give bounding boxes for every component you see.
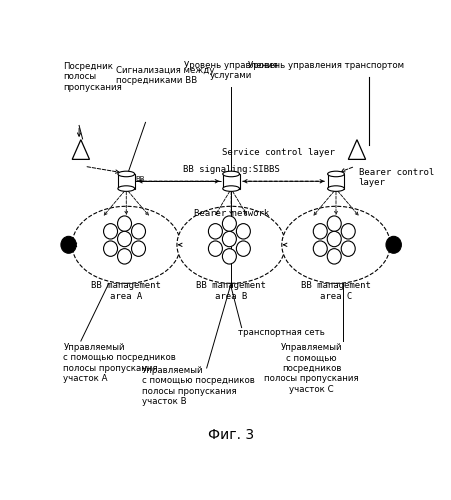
Circle shape [118, 232, 132, 246]
Circle shape [313, 241, 327, 256]
Text: Service control layer: Service control layer [222, 148, 335, 157]
Text: Фиг. 3: Фиг. 3 [208, 428, 254, 442]
Text: Уровень управления транспортом: Уровень управления транспортом [248, 61, 404, 70]
Ellipse shape [327, 171, 345, 176]
Ellipse shape [223, 186, 239, 192]
Circle shape [118, 248, 132, 264]
Ellipse shape [177, 206, 285, 284]
Circle shape [118, 216, 132, 232]
Text: Сигнализация между
посредниками ВВ: Сигнализация между посредниками ВВ [116, 66, 214, 85]
Circle shape [61, 236, 76, 254]
Ellipse shape [118, 186, 135, 192]
Circle shape [222, 248, 236, 264]
Circle shape [327, 248, 341, 264]
Ellipse shape [118, 171, 135, 176]
Circle shape [104, 241, 118, 256]
Circle shape [132, 241, 146, 256]
Ellipse shape [223, 171, 239, 176]
Text: Уровень управления
услугами: Уровень управления услугами [184, 61, 278, 80]
Text: BB: BB [135, 176, 144, 182]
Circle shape [236, 241, 250, 256]
Text: BB management
area C: BB management area C [301, 282, 371, 300]
Circle shape [104, 224, 118, 239]
Bar [223, 174, 239, 188]
Circle shape [327, 216, 341, 232]
Circle shape [208, 241, 222, 256]
Circle shape [386, 236, 401, 254]
Circle shape [327, 232, 341, 246]
Text: BB signaling:SIBBS: BB signaling:SIBBS [183, 165, 280, 174]
Text: Bearer control
layer: Bearer control layer [359, 168, 434, 187]
Ellipse shape [282, 206, 390, 284]
Ellipse shape [72, 206, 180, 284]
Circle shape [222, 216, 236, 232]
Ellipse shape [327, 186, 345, 192]
Text: Bearer network: Bearer network [193, 210, 269, 218]
Circle shape [341, 224, 355, 239]
Text: BB management
area B: BB management area B [196, 282, 266, 300]
Circle shape [341, 241, 355, 256]
Circle shape [132, 224, 146, 239]
Text: транспортная сеть: транспортная сеть [238, 328, 325, 336]
Bar [327, 174, 345, 188]
Circle shape [208, 224, 222, 239]
Text: Управляемый
с помощью посредников
полосы пропускания
участок В: Управляемый с помощью посредников полосы… [142, 366, 255, 406]
Circle shape [313, 224, 327, 239]
Bar [118, 174, 135, 188]
Text: Посредник
полосы
пропускания: Посредник полосы пропускания [63, 62, 122, 92]
Circle shape [222, 232, 236, 246]
Text: Управляемый
с помощью посредников
полосы пропускания
участок А: Управляемый с помощью посредников полосы… [63, 343, 176, 383]
Text: BB management
area A: BB management area A [92, 282, 161, 300]
Text: Управляемый
с помощью
посредников
полосы пропускания
участок С: Управляемый с помощью посредников полосы… [264, 343, 359, 394]
Circle shape [236, 224, 250, 239]
